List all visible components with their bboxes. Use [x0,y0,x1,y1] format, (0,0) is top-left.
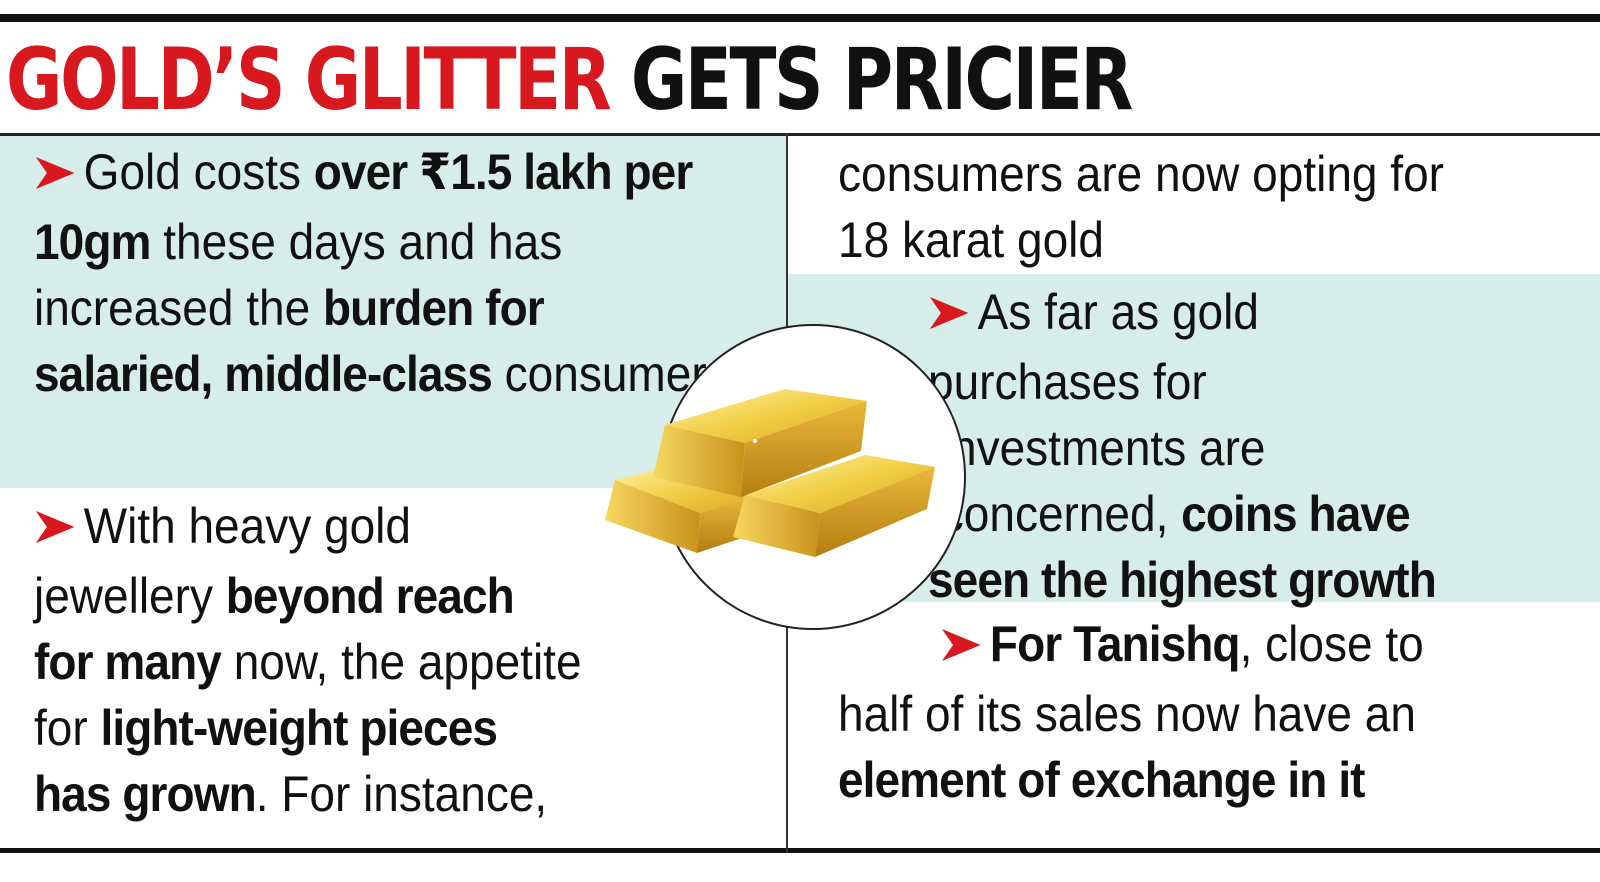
headline: GOLD’S GLITTER GETS PRICIER [6,30,1134,130]
point-light-weight: With heavy gold jewellery beyond reach for… [34,497,582,822]
red-arrow-bullet-icon [940,615,982,681]
red-arrow-bullet-icon [34,143,76,209]
shade-left-top [0,136,786,488]
infographic-panel: Gold costs over ₹1.5 lakh per 10gm these… [0,133,1600,853]
point-light-weight-continued: consumers are now opting for 18 karat gol… [838,146,1444,268]
gold-bars-icon [605,385,965,590]
panel-border [0,133,1600,853]
red-arrow-bullet-icon [34,497,76,563]
red-arrow-bullet-icon [928,283,970,349]
top-rule [0,14,1600,22]
headline-black-part: GETS PRICIER [630,30,1134,130]
headline-red-part: GOLD’S GLITTER [6,30,612,130]
point-gold-cost: Gold costs over ₹1.5 lakh per 10gm these… [34,143,730,402]
point-investment-coins: As far as gold purchases for investments … [928,283,1437,608]
point-tanishq-exchange: For Tanishq, close to half of its sales n… [838,615,1424,808]
